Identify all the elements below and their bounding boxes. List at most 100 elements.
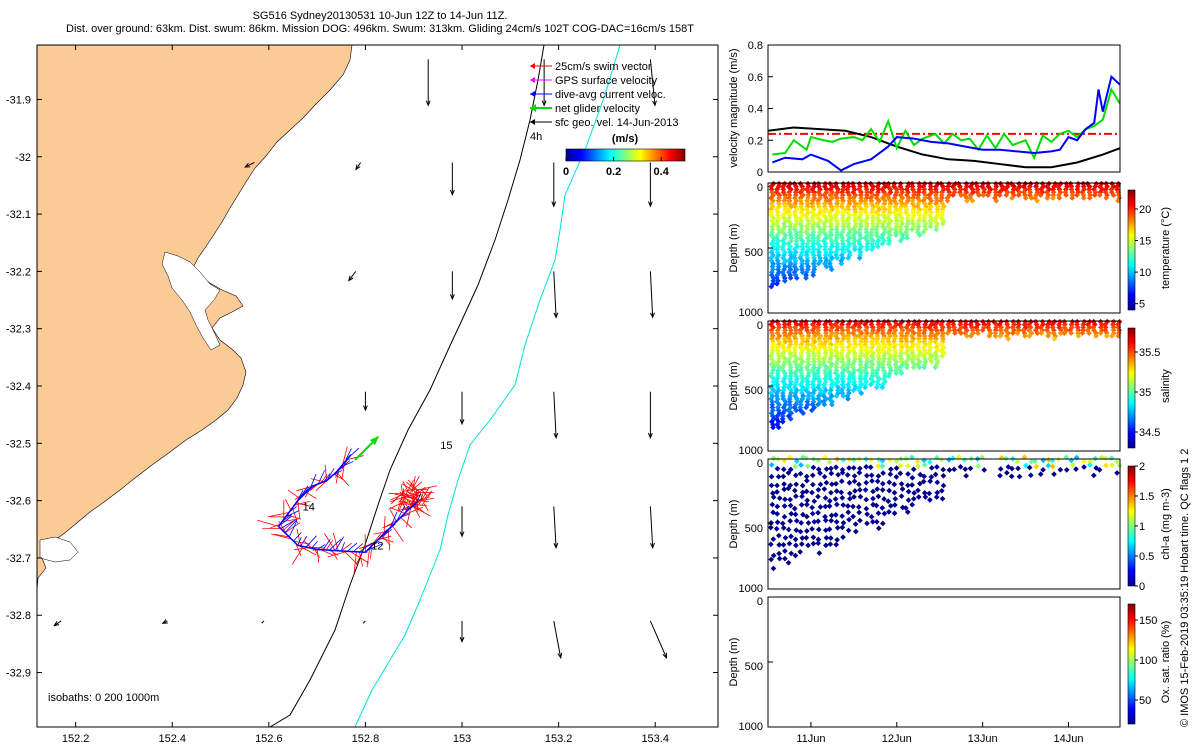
day-label: 15 <box>440 440 452 452</box>
section-point <box>938 487 945 494</box>
geo-vector <box>243 162 255 168</box>
swim-vector <box>274 533 290 538</box>
section-point <box>787 466 794 473</box>
section-point <box>873 502 880 509</box>
section-point <box>996 192 1003 198</box>
section-point <box>1097 330 1104 336</box>
day-label: 12 <box>371 540 383 552</box>
geo-vector <box>459 506 465 538</box>
section-point <box>950 192 956 198</box>
section-point <box>810 481 816 488</box>
section-point <box>927 459 933 466</box>
section-point <box>792 463 799 470</box>
section-point <box>1038 330 1045 336</box>
section-point <box>787 518 794 524</box>
section-point <box>1096 192 1103 198</box>
section-point <box>828 470 835 477</box>
swim-vector <box>389 509 397 522</box>
section-point <box>792 511 799 518</box>
swim-vector <box>406 481 414 489</box>
section-point <box>845 255 852 261</box>
section-point <box>781 503 788 509</box>
section-point <box>774 510 781 517</box>
map-y-tick-label: -32.4 <box>6 381 31 393</box>
section-point <box>776 550 782 557</box>
section-point <box>786 540 793 547</box>
section-point <box>787 275 794 281</box>
swim-vector <box>421 491 432 507</box>
section-point <box>875 463 882 469</box>
section-point <box>893 370 900 376</box>
section-point <box>1015 192 1022 198</box>
swim-vector <box>341 542 352 552</box>
section-point <box>846 490 853 497</box>
section-point <box>838 489 845 496</box>
map-x-tick-label: 153 <box>453 733 471 745</box>
section-point <box>840 393 847 399</box>
section-point <box>803 488 810 495</box>
section-point <box>822 517 829 524</box>
section-point <box>845 503 851 509</box>
section-point <box>920 478 927 485</box>
section-point <box>920 229 927 236</box>
section-point <box>1091 192 1098 198</box>
section-point <box>867 347 874 354</box>
swim-vector <box>397 491 404 511</box>
section-point <box>852 521 859 528</box>
section-point <box>791 505 798 512</box>
swim-vector <box>291 546 304 565</box>
map-y-tick-label: -32.6 <box>6 496 31 508</box>
swim-vector <box>388 501 404 510</box>
section-point <box>788 550 795 557</box>
geo-vector <box>425 59 431 107</box>
section-point <box>851 473 858 479</box>
section-point <box>815 401 821 408</box>
section-point <box>874 478 881 485</box>
section-point <box>781 513 788 520</box>
section-point <box>793 229 800 236</box>
section-point <box>1033 463 1040 470</box>
section-point <box>768 206 774 213</box>
swim-vector <box>319 549 334 556</box>
section-point <box>810 464 817 471</box>
section-y-tick-label: 0 <box>757 320 763 332</box>
section-point <box>799 493 805 500</box>
swim-vector <box>412 506 431 517</box>
section-point <box>1045 333 1051 339</box>
section-point <box>870 488 876 495</box>
section-point <box>886 479 893 486</box>
geo-vector <box>362 620 366 624</box>
section-point <box>857 517 863 524</box>
section-points <box>767 318 1123 431</box>
section-colorbar-tick-label: 2 <box>1139 461 1145 473</box>
section-point <box>892 502 898 508</box>
swim-vector <box>419 485 438 490</box>
section-x-tick-label: 12Jun <box>882 733 912 745</box>
swim-vector <box>387 529 391 551</box>
swim-vector <box>421 489 428 497</box>
dac-vector <box>305 535 317 548</box>
geo-vector <box>649 506 655 550</box>
section-point <box>850 513 856 520</box>
section-point <box>846 479 853 486</box>
section-point <box>882 183 888 190</box>
section-point <box>868 514 875 520</box>
section-point <box>904 364 910 371</box>
section-point <box>909 356 916 362</box>
section-point <box>905 497 912 503</box>
net-glider-velocity-vector <box>354 436 379 461</box>
map-x-tick-label: 152.8 <box>352 733 380 745</box>
section-point <box>803 275 809 281</box>
section-point <box>782 496 788 503</box>
section-point <box>879 240 886 247</box>
section-point <box>787 223 793 230</box>
section-point <box>785 407 792 414</box>
map-y-tick-label: -32.1 <box>6 209 31 221</box>
section-point <box>804 513 810 520</box>
section-point <box>770 565 777 572</box>
section-point <box>798 223 805 230</box>
section-point <box>833 180 839 187</box>
section-point <box>774 280 780 287</box>
section-point <box>863 496 870 503</box>
section-point <box>850 503 856 510</box>
